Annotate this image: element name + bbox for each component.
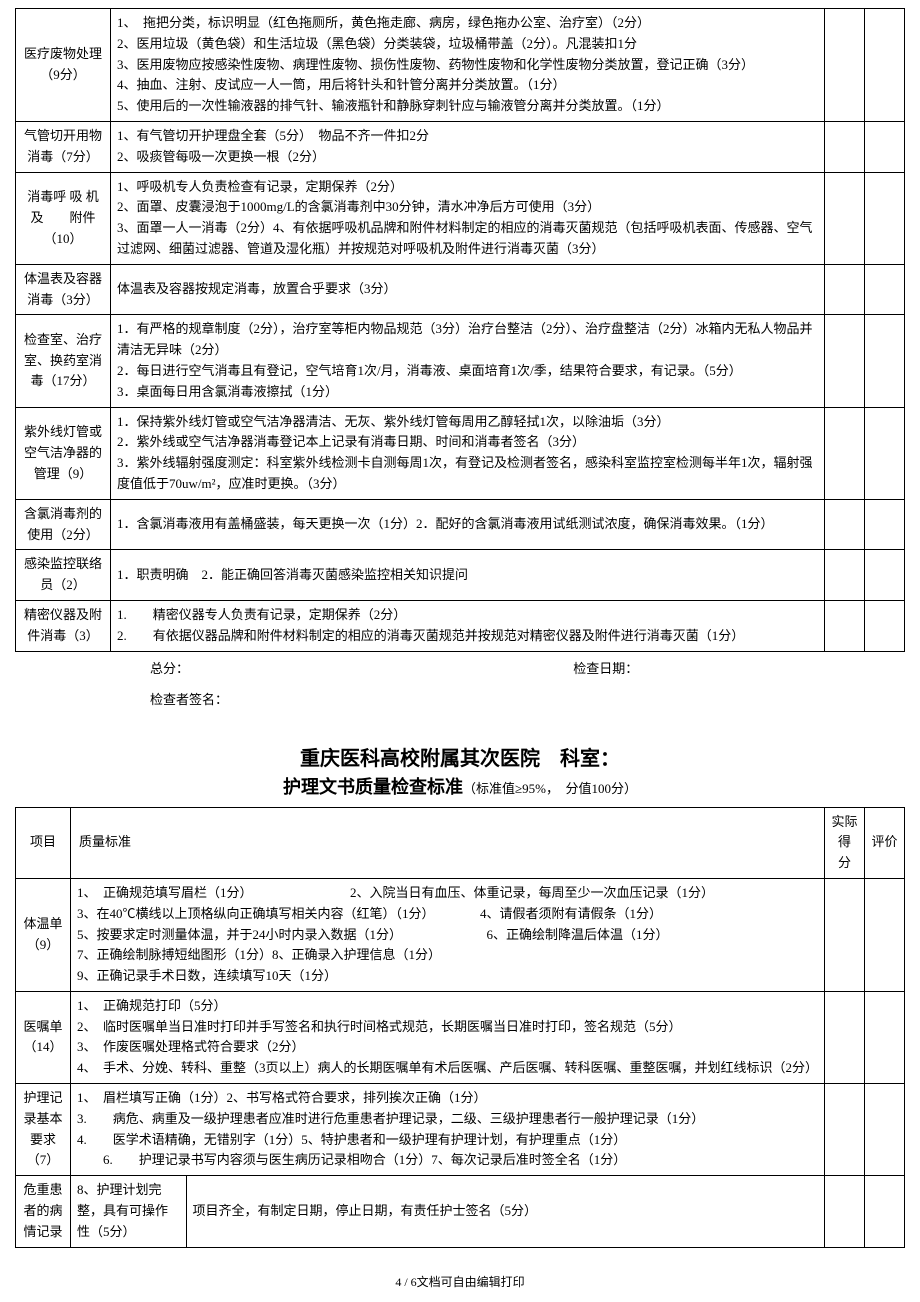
table-row: 体温表及容器消毒（3分）体温表及容器按规定消毒，放置合乎要求（3分） [16,264,905,315]
inspection-table-2: 项目 质量标准 实际得 分 评价 体温单（9）1、 正确规范填写眉栏（1分） 2… [15,807,905,1248]
row-content: 1、有气管切开护理盘全套（5分） 物品不齐一件扣2分 2、吸痰管每吸一次更换一根… [111,121,825,172]
t2-split-score [825,1176,865,1247]
row-score2 [865,600,905,651]
signer-label: 检查者签名： [150,692,228,707]
row-score2 [865,9,905,122]
row-score1 [825,9,865,122]
row-score2 [865,550,905,601]
section2-subtitle-text: 护理文书质量检查标准 [283,777,463,797]
row-score1 [825,499,865,550]
row-label: 精密仪器及附件消毒（3） [16,600,111,651]
row-content: 1、 正确规范打印（5分） 2、 临时医嘱单当日准时打印并手写签名和执行时间格式… [71,991,825,1083]
t2-header-row: 项目 质量标准 实际得 分 评价 [16,807,905,878]
row-content: 1．职责明确 2．能正确回答消毒灭菌感染监控相关知识提问 [111,550,825,601]
section2-subtitle: 护理文书质量检查标准（标准值≥95%， 分值100分） [15,773,905,799]
row-score1 [825,264,865,315]
row-label: 医疗废物处理（9分） [16,9,111,122]
footer-line-2: 检查者签名： [15,683,905,714]
row-label: 感染监控联络员（2） [16,550,111,601]
t2-h-eval: 评价 [865,807,905,878]
row-score2 [865,172,905,264]
table-row: 医疗废物处理（9分）1、 拖把分类，标识明显（红色拖厕所，黄色拖走廊、病房，绿色… [16,9,905,122]
t2-split-inner: 8、护理计划完整，具有可操作性（5分） 项目齐全，有制定日期，停止日期，有责任护… [71,1176,825,1247]
check-date-label: 检查日期： [573,661,638,676]
row-score1 [825,315,865,407]
row-label: 体温表及容器消毒（3分） [16,264,111,315]
row-label: 护理记录基本要求（7） [16,1084,71,1176]
row-content: 1、呼吸机专人负责检查有记录，定期保养（2分） 2、面罩、皮囊浸泡于1000mg… [111,172,825,264]
row-content: 1．有严格的规章制度（2分），治疗室等柜内物品规范（3分）治疗台整洁（2分）、治… [111,315,825,407]
table-row: 检查室、治疗室、换药室消毒（17分）1．有严格的规章制度（2分），治疗室等柜内物… [16,315,905,407]
t2-split-sublabel: 8、护理计划完整，具有可操作性（5分） [71,1176,186,1246]
row-score1 [825,600,865,651]
row-label: 检查室、治疗室、换药室消毒（17分） [16,315,111,407]
row-label: 含氯消毒剂的使用（2分） [16,499,111,550]
row-content: 1、 正确规范填写眉栏（1分） 2、入院当日有血压、体重记录，每周至少一次血压记… [71,878,825,991]
t2-h-standard: 质量标准 [71,807,825,878]
table-row: 体温单（9）1、 正确规范填写眉栏（1分） 2、入院当日有血压、体重记录，每周至… [16,878,905,991]
t2-split-content: 项目齐全，有制定日期，停止日期，有责任护士签名（5分） [186,1176,824,1246]
row-score1 [825,407,865,499]
row-label: 消毒呼 吸 机及 附件（10） [16,172,111,264]
table-row: 医嘱单（14）1、 正确规范打印（5分） 2、 临时医嘱单当日准时打印并手写签名… [16,991,905,1083]
total-score-label: 总分： [150,658,570,677]
row-content: 1．含氯消毒液用有盖桶盛装，每天更换一次（1分）2．配好的含氯消毒液用试纸测试浓… [111,499,825,550]
footer-line-1: 总分： 检查日期： [15,652,905,683]
table-row: 紫外线灯管或空气洁净器的管理（9）1．保持紫外线灯管或空气洁净器清洁、无灰、紫外… [16,407,905,499]
row-score2 [865,499,905,550]
row-label: 医嘱单（14） [16,991,71,1083]
table-row: 消毒呼 吸 机及 附件（10）1、呼吸机专人负责检查有记录，定期保养（2分） 2… [16,172,905,264]
row-score2 [865,1084,905,1176]
table-row: 护理记录基本要求（7）1、 眉栏填写正确（1分）2、书写格式符合要求，排列挨次正… [16,1084,905,1176]
table-row: 感染监控联络员（2）1．职责明确 2．能正确回答消毒灭菌感染监控相关知识提问 [16,550,905,601]
inspection-table-1: 医疗废物处理（9分）1、 拖把分类，标识明显（红色拖厕所，黄色拖走廊、病房，绿色… [15,8,905,652]
row-content: 1、 眉栏填写正确（1分）2、书写格式符合要求，排列挨次正确（1分） 3. 病危… [71,1084,825,1176]
t2-split-row: 危重患者的病情记录 8、护理计划完整，具有可操作性（5分） 项目齐全，有制定日期… [16,1176,905,1247]
table-row: 含氯消毒剂的使用（2分）1．含氯消毒液用有盖桶盛装，每天更换一次（1分）2．配好… [16,499,905,550]
row-content: 1. 精密仪器专人负责有记录，定期保养（2分） 2. 有依据仪器品牌和附件材料制… [111,600,825,651]
row-score2 [865,407,905,499]
section2-title: 重庆医科高校附属其次医院 科室： [15,742,905,771]
row-score1 [825,550,865,601]
row-content: 1．保持紫外线灯管或空气洁净器清洁、无灰、紫外线灯管每周用乙醇轻拭1次，以除油垢… [111,407,825,499]
row-content: 1、 拖把分类，标识明显（红色拖厕所，黄色拖走廊、病房，绿色拖办公室、治疗室）（… [111,9,825,122]
t2-h-score: 实际得 分 [825,807,865,878]
table-row: 精密仪器及附件消毒（3）1. 精密仪器专人负责有记录，定期保养（2分） 2. 有… [16,600,905,651]
row-score1 [825,1084,865,1176]
row-score1 [825,121,865,172]
row-label: 气管切开用物消毒（7分） [16,121,111,172]
row-score1 [825,991,865,1083]
t2-split-label: 危重患者的病情记录 [16,1176,71,1247]
page-footer: 4 / 6文档可自由编辑打印 [15,1273,905,1290]
row-score1 [825,878,865,991]
row-score2 [865,878,905,991]
table-row: 气管切开用物消毒（7分）1、有气管切开护理盘全套（5分） 物品不齐一件扣2分 2… [16,121,905,172]
t2-h-item: 项目 [16,807,71,878]
row-score2 [865,315,905,407]
row-score2 [865,121,905,172]
row-label: 体温单（9） [16,878,71,991]
t2-split-eval [865,1176,905,1247]
row-content: 体温表及容器按规定消毒，放置合乎要求（3分） [111,264,825,315]
row-label: 紫外线灯管或空气洁净器的管理（9） [16,407,111,499]
row-score2 [865,991,905,1083]
row-score1 [825,172,865,264]
section2-subtitle-note: （标准值≥95%， 分值100分） [463,781,637,796]
row-score2 [865,264,905,315]
